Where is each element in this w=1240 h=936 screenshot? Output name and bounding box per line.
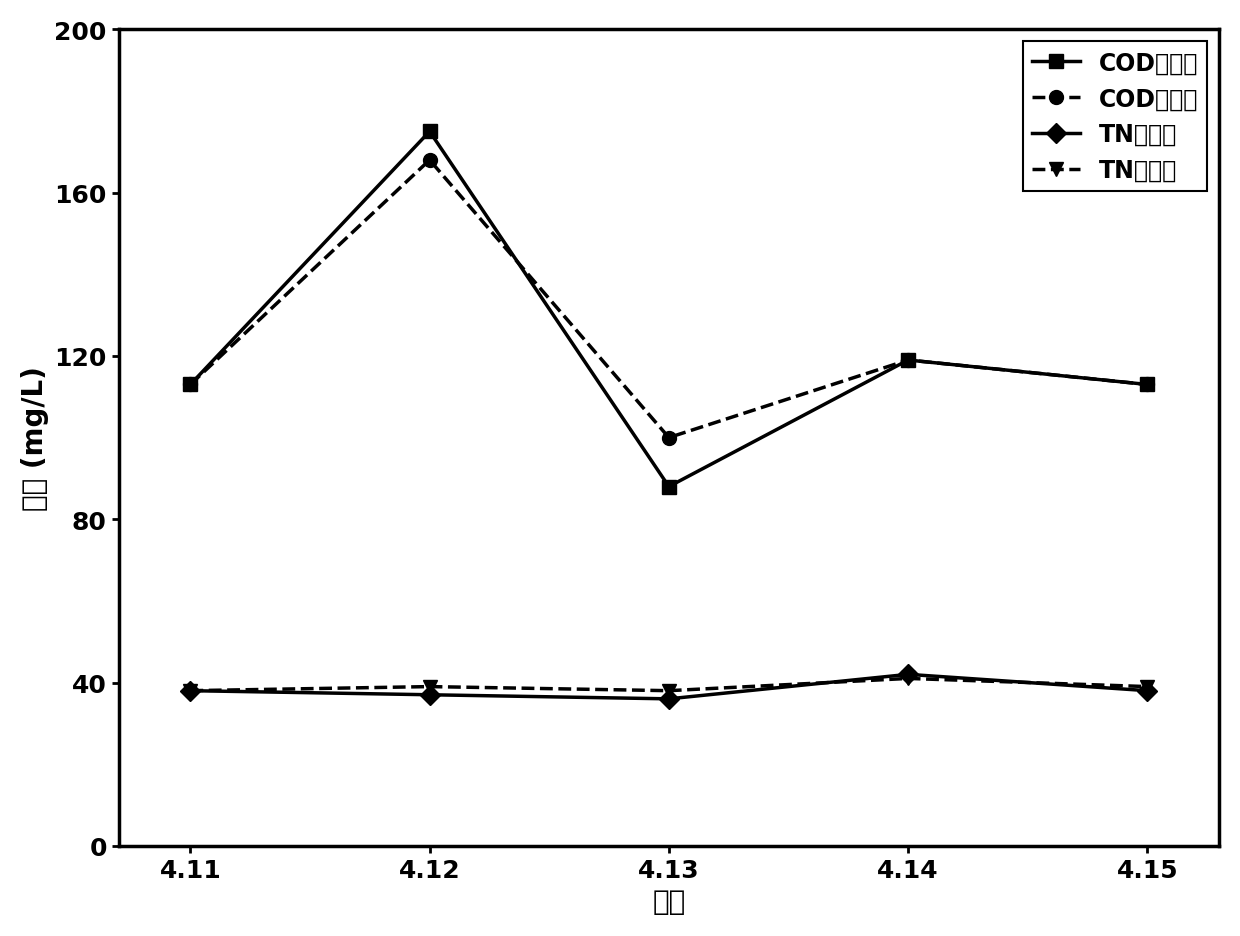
TN实测值 xyxy=(900,669,915,680)
COD实测值 xyxy=(422,126,436,138)
Line: COD实测值: COD实测值 xyxy=(184,125,1154,494)
COD模拟值 xyxy=(661,432,676,444)
Line: TN模拟值: TN模拟值 xyxy=(184,672,1154,698)
COD实测值 xyxy=(1140,379,1154,390)
Line: TN实测值: TN实测值 xyxy=(184,667,1154,706)
TN实测值 xyxy=(422,690,436,701)
COD模拟值 xyxy=(184,379,198,390)
Legend: COD实测值, COD模拟值, TN实测值, TN模拟值: COD实测值, COD模拟值, TN实测值, TN模拟值 xyxy=(1023,42,1208,192)
COD模拟值 xyxy=(422,155,436,167)
COD模拟值 xyxy=(1140,379,1154,390)
COD实测值 xyxy=(184,379,198,390)
COD实测值 xyxy=(661,481,676,492)
COD模拟值 xyxy=(900,355,915,366)
TN模拟值 xyxy=(422,681,436,693)
X-axis label: 日期: 日期 xyxy=(652,887,686,915)
TN实测值 xyxy=(184,685,198,696)
Y-axis label: 出水 (mg/L): 出水 (mg/L) xyxy=(21,366,48,510)
TN实测值 xyxy=(661,694,676,705)
TN模拟值 xyxy=(900,673,915,684)
Line: COD模拟值: COD模拟值 xyxy=(184,154,1154,445)
TN实测值 xyxy=(1140,685,1154,696)
TN模拟值 xyxy=(184,685,198,696)
TN模拟值 xyxy=(661,685,676,696)
TN模拟值 xyxy=(1140,681,1154,693)
COD实测值 xyxy=(900,355,915,366)
